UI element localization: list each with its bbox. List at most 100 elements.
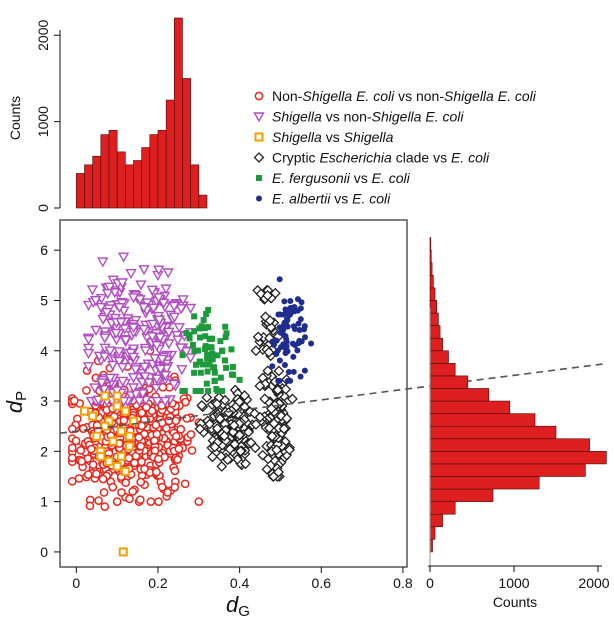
legend-label-shig_nonshig: Shigella vs non-Shigella E. coli: [272, 109, 464, 125]
point-shig_nonshig: [109, 288, 121, 299]
point-albertii: [284, 377, 291, 384]
scatter-ylabel: dP: [2, 391, 30, 413]
right-histogram-bar: [429, 425, 557, 440]
point-nonshig: [86, 444, 96, 454]
point-shig_nonshig: [127, 373, 140, 384]
y-tick-label: 1: [40, 494, 48, 510]
legend: Non-Shigella E. coli vs non-Shigella E. …: [253, 88, 537, 207]
point-ferg: [223, 364, 230, 371]
point-ferg: [183, 330, 190, 337]
plot-frame: [59, 219, 408, 568]
point-albertii: [273, 350, 280, 357]
point-cryptic: [265, 321, 277, 333]
point-cryptic: [250, 345, 262, 357]
point-albertii: [301, 323, 308, 330]
point-cryptic: [263, 422, 275, 434]
point-shig_nonshig: [149, 354, 161, 365]
point-shig_nonshig: [127, 323, 140, 334]
top-histogram-bar: [157, 129, 167, 209]
point-shig_shig: [120, 466, 130, 476]
point-shig_nonshig: [129, 365, 142, 376]
point-shig_nonshig: [177, 295, 189, 306]
point-shig_nonshig: [153, 265, 165, 276]
point-shig_nonshig: [159, 371, 172, 382]
point-shig_nonshig: [104, 373, 116, 384]
point-nonshig: [181, 397, 190, 407]
point-shig_nonshig: [115, 317, 127, 329]
point-ferg: [192, 361, 199, 368]
point-ferg: [219, 347, 226, 354]
point-shig_nonshig: [82, 348, 95, 360]
point-cryptic: [194, 423, 206, 435]
point-shig_nonshig: [125, 269, 137, 280]
point-albertii: [269, 363, 276, 370]
legend-label-shig_shig: Shigella vs Shigella: [272, 129, 394, 145]
y-tick-label: 5: [40, 292, 48, 308]
point-shig_nonshig: [172, 335, 184, 346]
point-nonshig: [125, 494, 134, 504]
right-histogram-bar: [429, 476, 540, 490]
point-ferg: [195, 347, 202, 354]
point-shig_nonshig: [153, 315, 166, 326]
point-shig_nonshig: [184, 303, 197, 314]
point-nonshig: [108, 482, 118, 492]
point-shig_nonshig: [137, 389, 149, 400]
top-histogram-bar: [92, 155, 102, 209]
point-albertii: [275, 311, 282, 318]
right-histogram-bars: [429, 237, 607, 567]
point-albertii: [281, 362, 288, 369]
point-ferg: [204, 351, 211, 358]
x-tick-label: 0.8: [393, 575, 413, 591]
point-ferg: [217, 374, 224, 381]
point-shig_nonshig: [139, 346, 152, 357]
point-ferg: [213, 386, 220, 393]
point-albertii: [276, 276, 283, 283]
point-shig_nonshig: [135, 280, 147, 291]
point-nonshig: [152, 467, 161, 477]
point-cryptic: [257, 449, 269, 461]
point-cryptic: [261, 463, 273, 475]
point-shig_shig: [96, 451, 106, 461]
point-shig_nonshig: [175, 343, 187, 354]
point-ferg: [197, 369, 204, 376]
right-histogram-bar: [429, 325, 441, 339]
point-cryptic: [284, 444, 295, 456]
x-tick-label: 0.4: [230, 575, 250, 591]
point-cryptic: [280, 383, 292, 395]
point-albertii: [294, 347, 301, 354]
point-shig_nonshig: [99, 333, 111, 344]
point-nonshig: [76, 445, 86, 455]
point-shig_nonshig: [151, 396, 164, 407]
right-histogram-bar: [429, 438, 590, 452]
point-cryptic: [252, 331, 264, 343]
top-histogram-bar: [84, 164, 93, 209]
right-histogram-bar: [429, 451, 607, 465]
point-albertii: [295, 320, 302, 327]
right-histogram-bar: [429, 400, 511, 414]
point-shig_shig: [100, 421, 110, 431]
right-histogram-bar: [429, 363, 456, 377]
point-shig_nonshig: [168, 312, 181, 323]
legend-marker-shig_shig: [254, 132, 264, 142]
point-ferg: [200, 317, 207, 324]
legend-item-albertii: E. albertii vs E. coli: [256, 191, 391, 207]
point-albertii: [290, 353, 297, 360]
right-histogram-bar: [429, 526, 436, 540]
point-ferg: [203, 380, 210, 387]
point-nonshig: [117, 488, 126, 497]
point-albertii: [289, 340, 296, 347]
point-albertii: [290, 323, 297, 330]
point-shig_nonshig: [110, 328, 122, 339]
point-cryptic: [216, 461, 228, 472]
point-cryptic: [268, 471, 279, 482]
point-cryptic: [273, 365, 285, 377]
legend-marker-ferg: [256, 175, 262, 181]
top-histogram-ylabel: Counts: [7, 96, 23, 140]
point-nonshig: [180, 479, 190, 489]
point-shig_nonshig: [101, 289, 114, 300]
y-tick-label: 3: [40, 393, 48, 409]
point-shig_shig: [108, 436, 118, 446]
point-shig_nonshig: [119, 335, 132, 347]
point-albertii: [283, 308, 290, 315]
point-ferg: [189, 341, 196, 348]
